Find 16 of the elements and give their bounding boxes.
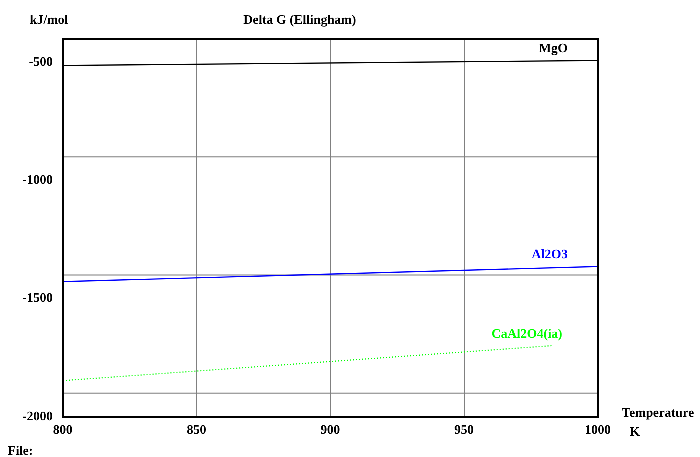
x-tick-label: 800 <box>53 422 73 438</box>
y-tick-label: -1500 <box>22 290 53 306</box>
x-tick-label: 950 <box>454 422 474 438</box>
chart-title: Delta G (Ellingham) <box>244 12 356 27</box>
y-tick-label: -1000 <box>22 172 53 188</box>
x-tick-label: 900 <box>320 422 340 438</box>
series-label: CaAl2O4(ia) <box>492 326 563 341</box>
y-tick-label: -2000 <box>22 408 53 424</box>
y-tick-label: -500 <box>29 54 53 69</box>
series-label: Al2O3 <box>532 246 568 262</box>
x-tick-label: 1000 <box>585 422 611 438</box>
y-axis-title: kJ/mol <box>30 12 69 27</box>
series-label: MgO <box>539 40 568 56</box>
x-axis-title: Temperature K <box>622 405 694 439</box>
text: File: <box>8 443 34 457</box>
x-tick-label: 850 <box>187 422 206 438</box>
